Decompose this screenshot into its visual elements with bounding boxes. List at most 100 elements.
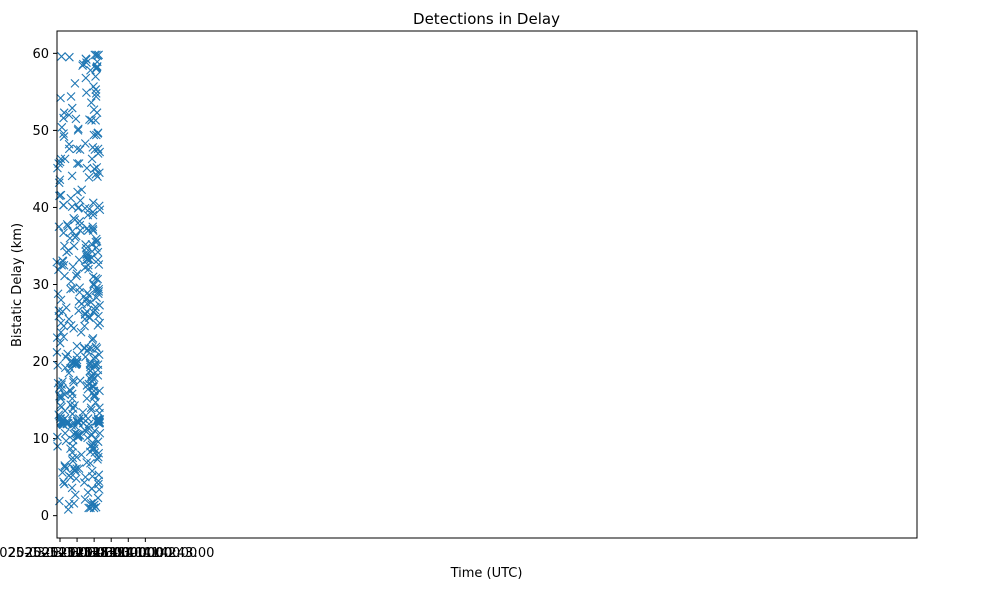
data-point: [74, 159, 84, 168]
data-point: [84, 173, 94, 182]
data-point: [91, 502, 101, 512]
data-point: [77, 185, 87, 195]
data-point: [69, 241, 79, 251]
data-point: [67, 394, 77, 403]
x-tick-label: 2025-03-11 00:38:00: [0, 546, 129, 561]
data-point: [74, 255, 84, 265]
data-point: [95, 414, 105, 424]
data-point: [87, 430, 97, 440]
y-tick-label: 20: [32, 355, 49, 370]
data-point: [59, 228, 68, 238]
data-point: [57, 52, 66, 61]
data-point: [87, 440, 97, 450]
data-point: [75, 283, 85, 292]
data-point: [61, 436, 71, 446]
y-tick-label: 30: [32, 278, 49, 293]
data-point: [91, 89, 101, 98]
data-point: [71, 474, 81, 484]
data-point: [74, 306, 84, 316]
data-point: [69, 324, 79, 333]
x-tick-label: 2025-03-11 00:43:00: [76, 546, 214, 561]
data-point: [59, 132, 69, 141]
data-point: [93, 360, 103, 370]
data-point: [74, 464, 84, 474]
data-point: [64, 314, 74, 324]
data-point: [72, 464, 82, 474]
data-point: [87, 484, 97, 494]
data-point: [93, 493, 103, 503]
y-tick-label: 60: [32, 47, 49, 62]
data-point: [90, 426, 100, 436]
data-point: [56, 93, 65, 103]
data-point: [71, 271, 81, 281]
data-point: [56, 190, 66, 200]
data-point: [83, 384, 93, 394]
data-point: [92, 108, 102, 118]
data-point: [88, 198, 98, 208]
data-point: [83, 414, 93, 423]
data-point: [60, 428, 70, 438]
plot-area: [57, 31, 917, 538]
y-tick-label: 40: [32, 201, 49, 216]
data-point: [94, 284, 104, 294]
data-point: [82, 58, 91, 67]
data-point: [72, 357, 82, 367]
data-point: [61, 464, 71, 474]
data-point: [60, 271, 69, 281]
data-point: [54, 222, 64, 232]
data-point: [59, 200, 69, 210]
data-point: [95, 318, 105, 328]
data-point: [71, 114, 81, 124]
data-point: [93, 452, 103, 462]
data-point: [91, 361, 100, 370]
data-point: [90, 390, 99, 400]
data-point: [70, 490, 80, 500]
data-point: [92, 236, 102, 246]
data-point: [91, 72, 100, 81]
data-point: [84, 344, 94, 353]
data-point: [87, 373, 97, 383]
data-point: [73, 126, 83, 135]
data-point: [84, 423, 93, 433]
data-point: [86, 98, 96, 108]
data-point: [89, 503, 99, 513]
data-point: [84, 264, 93, 274]
data-point: [88, 210, 98, 220]
data-point: [85, 313, 95, 323]
data-point: [91, 115, 101, 125]
data-point: [90, 50, 100, 60]
data-point: [82, 88, 91, 98]
data-point: [72, 269, 82, 279]
data-point: [87, 115, 96, 125]
y-tick-label: 10: [32, 432, 49, 447]
data-point: [58, 377, 67, 386]
data-point: [82, 163, 92, 173]
data-point: [89, 164, 99, 174]
data-point: [67, 483, 77, 493]
data-point: [72, 452, 81, 462]
x-tick-label: 2025-03-11 00:41:00: [42, 546, 180, 561]
data-point: [83, 288, 92, 298]
data-point: [95, 300, 104, 310]
data-point: [81, 73, 91, 83]
data-point: [72, 144, 82, 154]
data-point: [61, 303, 71, 313]
data-point: [94, 485, 104, 494]
data-point: [73, 124, 83, 134]
data-point: [70, 79, 80, 88]
data-point: [60, 479, 69, 489]
data-point: [87, 240, 97, 249]
data-point: [53, 361, 63, 370]
data-point: [57, 122, 67, 132]
data-point: [95, 147, 105, 157]
y-tick-label: 50: [32, 124, 49, 139]
data-point: [93, 437, 103, 447]
x-tick-label: 2025-03-11 00:42:00: [59, 546, 197, 561]
data-point: [94, 287, 104, 296]
data-point: [64, 144, 74, 154]
data-point: [60, 154, 70, 164]
data-point: [64, 246, 74, 255]
data-point: [84, 313, 94, 323]
data-point: [94, 201, 104, 211]
